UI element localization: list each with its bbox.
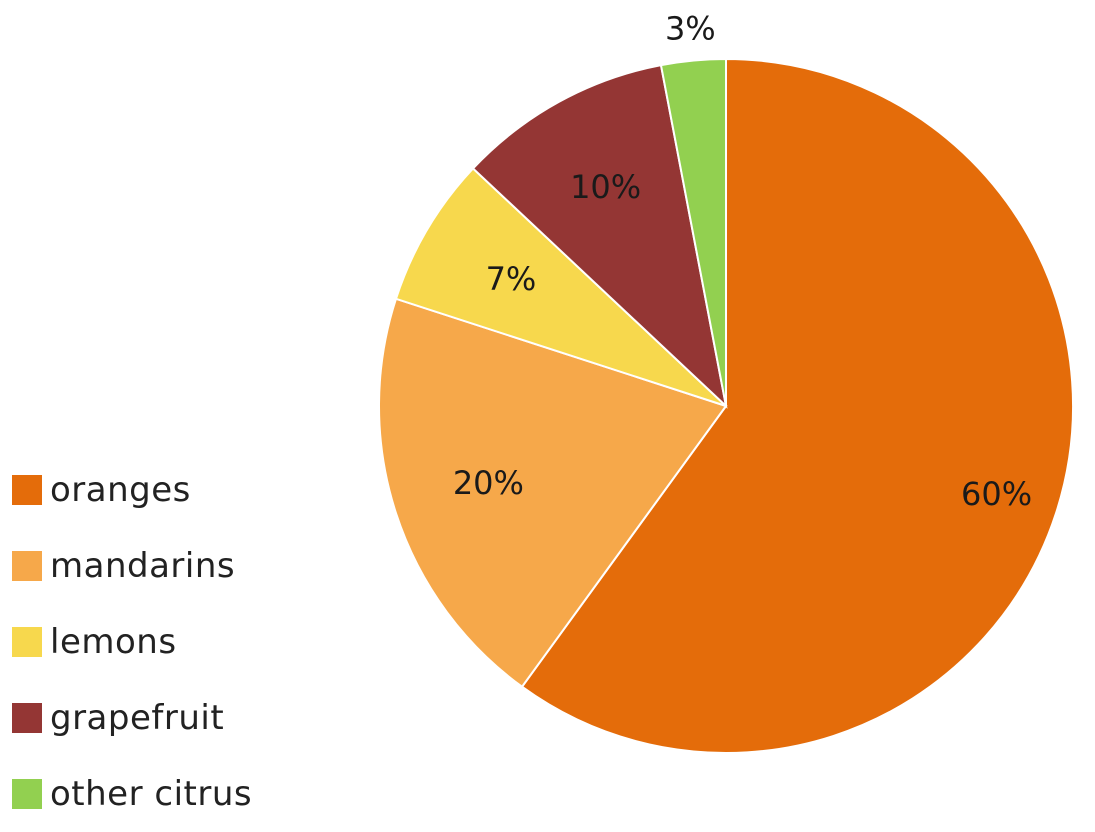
data-label-oranges: 60%	[961, 475, 1032, 513]
legend-label-grapefruit: grapefruit	[50, 698, 225, 738]
pie-slice-grapefruit	[471, 63, 728, 409]
legend-swatch-grapefruit	[12, 703, 42, 733]
data-label-grapefruit: 10%	[570, 168, 641, 206]
legend-label-oranges: oranges	[50, 470, 191, 510]
pie-slice-mandarins	[378, 297, 728, 689]
chart-legend: oranges mandarins lemons grapefruit other ci…	[12, 452, 252, 832]
data-label-lemons: 7%	[486, 260, 537, 298]
legend-label-mandarins: mandarins	[50, 546, 236, 586]
legend-swatch-lemons	[12, 627, 42, 657]
legend-item-grapefruit: grapefruit	[12, 680, 252, 756]
pie-chart-canvas: 60% 20% 7% 10% 3%	[378, 10, 1074, 754]
pie-chart: 60% 20% 7% 10% 3% oranges mandarins lemons grap…	[12, 10, 1074, 814]
legend-label-lemons: lemons	[50, 622, 177, 662]
legend-swatch-mandarins	[12, 551, 42, 581]
legend-item-mandarins: mandarins	[12, 528, 252, 604]
pie-slice-other-citrus	[659, 57, 727, 407]
pie-slice-lemons	[394, 167, 727, 407]
legend-item-oranges: oranges	[12, 452, 252, 528]
legend-item-lemons: lemons	[12, 604, 252, 680]
data-label-other-citrus: 3%	[665, 10, 716, 48]
legend-label-other-citrus: other citrus	[50, 774, 253, 814]
legend-swatch-other-citrus	[12, 779, 42, 809]
pie-slice-oranges	[520, 57, 1074, 754]
legend-item-other-citrus: other citrus	[12, 756, 252, 832]
legend-swatch-oranges	[12, 475, 42, 505]
data-label-mandarins: 20%	[453, 464, 524, 502]
